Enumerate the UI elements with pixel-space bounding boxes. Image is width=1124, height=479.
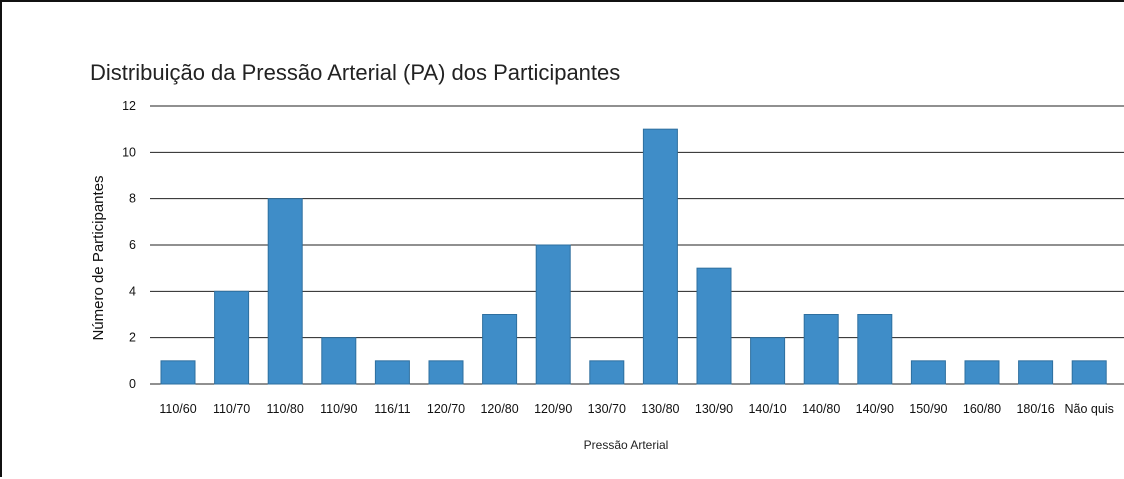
bar-116/11 bbox=[374, 360, 410, 385]
bar-Não quis bbox=[1071, 360, 1107, 385]
bar-140/10 bbox=[750, 337, 786, 385]
y-tick-label: 0 bbox=[129, 377, 136, 391]
bar-130/80 bbox=[642, 128, 678, 385]
bar-140/80 bbox=[803, 314, 839, 385]
bar-180/16 bbox=[1018, 360, 1054, 385]
bars bbox=[160, 128, 1107, 385]
x-tick-label: 140/10 bbox=[748, 402, 786, 416]
x-tick-label: 120/90 bbox=[534, 402, 572, 416]
bar-130/90 bbox=[696, 267, 732, 385]
x-tick-label: 120/80 bbox=[480, 402, 518, 416]
x-tick-labels: 110/60 110/70 110/80 110/90 116/11 120/70 120/… bbox=[159, 402, 1114, 416]
x-tick-label: 110/60 bbox=[159, 402, 196, 416]
x-tick-label: 130/70 bbox=[588, 402, 626, 416]
x-tick-label: 110/90 bbox=[320, 402, 357, 416]
y-tick-labels: 0 2 4 6 8 10 12 bbox=[122, 99, 136, 391]
y-tick-label: 2 bbox=[129, 331, 136, 345]
y-tick-label: 4 bbox=[129, 284, 136, 298]
y-tick-label: 8 bbox=[129, 192, 136, 206]
x-tick-label: 110/80 bbox=[267, 402, 304, 416]
bar-150/90 bbox=[910, 360, 946, 385]
x-tick-label: 116/11 bbox=[374, 402, 410, 416]
x-tick-label: 140/90 bbox=[856, 402, 894, 416]
x-axis-title: Pressão Arterial bbox=[584, 438, 669, 452]
bar-140/90 bbox=[857, 314, 893, 385]
x-tick-label: 130/90 bbox=[695, 402, 733, 416]
bar-120/80 bbox=[482, 314, 518, 385]
x-tick-label: 180/16 bbox=[1016, 402, 1054, 416]
bar-120/90 bbox=[535, 244, 571, 385]
x-tick-label: 110/70 bbox=[213, 402, 250, 416]
x-tick-label: 140/80 bbox=[802, 402, 840, 416]
bar-110/90 bbox=[321, 337, 357, 385]
y-tick-label: 12 bbox=[122, 99, 136, 113]
bar-110/70 bbox=[214, 290, 250, 385]
bar-110/60 bbox=[160, 360, 196, 385]
chart-title: Distribuição da Pressão Arterial (PA) do… bbox=[90, 60, 620, 85]
bar-160/80 bbox=[964, 360, 1000, 385]
x-tick-label: 150/90 bbox=[909, 402, 947, 416]
x-tick-label: 130/80 bbox=[641, 402, 679, 416]
x-tick-label: Não quis bbox=[1065, 402, 1114, 416]
bar-120/70 bbox=[428, 360, 464, 385]
y-axis-title: Número de Participantes bbox=[90, 175, 107, 340]
y-tick-label: 6 bbox=[129, 238, 136, 252]
gridlines bbox=[150, 105, 1124, 385]
bar-110/80 bbox=[267, 198, 303, 385]
x-tick-label: 160/80 bbox=[963, 402, 1001, 416]
y-tick-label: 10 bbox=[122, 145, 136, 159]
x-tick-label: 120/70 bbox=[427, 402, 465, 416]
bar-130/70 bbox=[589, 360, 625, 385]
